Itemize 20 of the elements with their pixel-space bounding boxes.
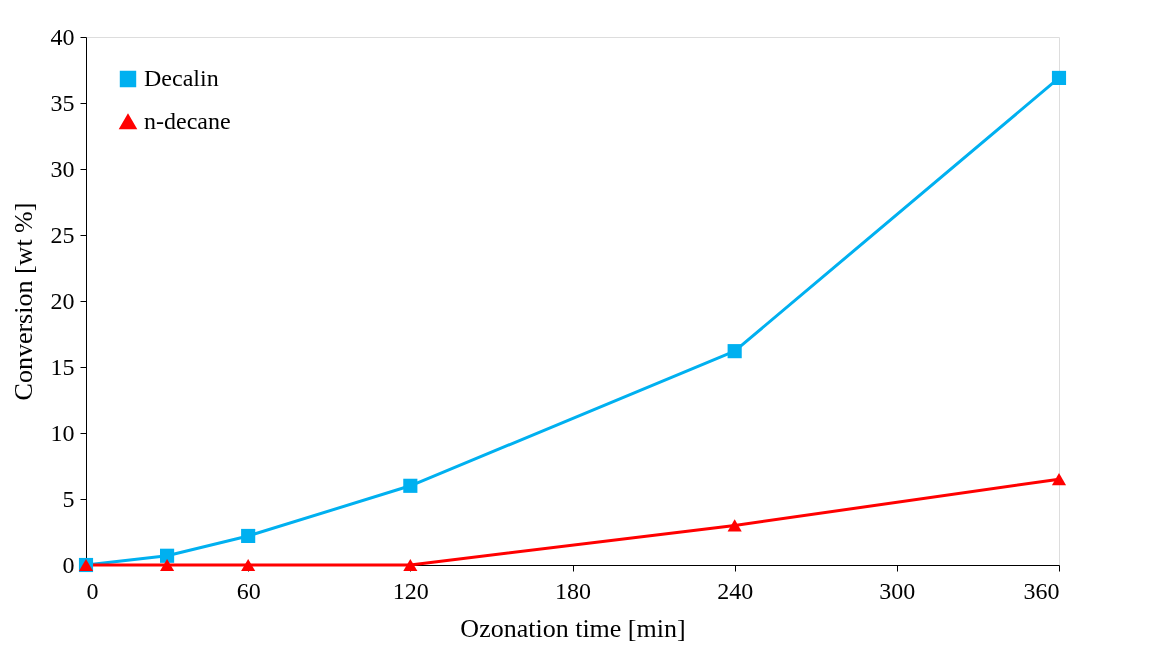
y-tick-label: 25 xyxy=(50,221,75,248)
y-tick-label: 40 xyxy=(50,23,75,50)
x-tick-label: 300 xyxy=(879,577,916,604)
legend-label: n-decane xyxy=(144,108,231,134)
x-tick-label: 0 xyxy=(86,577,99,604)
x-tick-label: 60 xyxy=(236,577,261,604)
x-tick-label: 120 xyxy=(392,577,429,604)
x-tick-label: 180 xyxy=(555,577,591,604)
x-tick-label: 360 xyxy=(1023,577,1060,604)
x-axis-title: Ozonation time [min] xyxy=(460,613,686,643)
legend-label: Decalin xyxy=(144,65,219,91)
y-axis-title: Conversion [wt %] xyxy=(8,202,38,401)
y-tick-label: 5 xyxy=(62,485,75,512)
y-tick-label: 20 xyxy=(50,287,75,314)
y-tick-label: 35 xyxy=(50,89,75,116)
y-tick-label: 15 xyxy=(50,353,75,380)
x-tick-label: 240 xyxy=(717,577,754,604)
y-tick-label: 30 xyxy=(50,155,75,182)
y-tick-label: 0 xyxy=(62,551,75,578)
y-tick-label: 10 xyxy=(50,419,75,446)
